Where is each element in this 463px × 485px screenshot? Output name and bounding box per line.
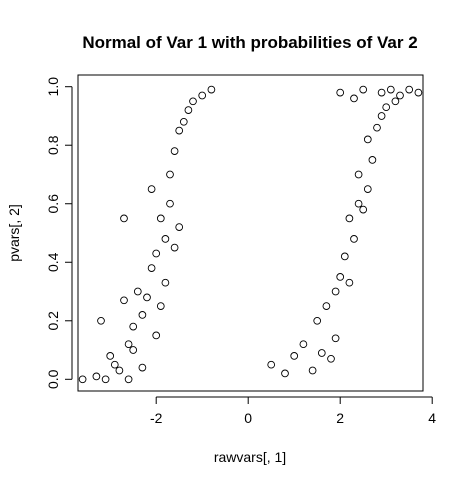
x-tick-label: 2: [336, 410, 344, 426]
scatter-point: [92, 372, 101, 381]
scatter-point: [124, 375, 133, 384]
y-axis: 0.0 0.2 0.4 0.6 0.8 1.0: [45, 77, 73, 389]
scatter-point: [336, 88, 345, 97]
scatter-point: [391, 97, 400, 106]
scatter-point: [156, 214, 165, 223]
scatter-point: [207, 85, 216, 94]
y-tick-label: 0.8: [45, 135, 61, 155]
plot-frame: [77, 74, 424, 392]
scatter-point: [161, 235, 170, 243]
scatter-point: [290, 352, 299, 360]
y-tick-label: 0.6: [45, 194, 61, 214]
scatter-point: [368, 156, 377, 164]
scatter-point: [359, 85, 368, 94]
x-tick-label: -2: [150, 410, 163, 426]
y-tick-label: 0.4: [45, 252, 61, 272]
scatter-point: [115, 366, 124, 375]
scatter-point: [317, 349, 326, 357]
scatter-point: [156, 302, 165, 310]
scatter-point: [377, 112, 386, 120]
scatter-point: [198, 91, 207, 100]
scatter-point: [405, 85, 414, 94]
chart-title: Normal of Var 1 with probabilities of Va…: [82, 33, 417, 52]
scatter-point: [120, 296, 128, 305]
x-axis: -2 0 2 4: [150, 396, 436, 426]
scatter-point: [331, 334, 340, 343]
scatter-point: [152, 249, 161, 258]
scatter-point: [175, 126, 184, 135]
scatter-point: [170, 243, 179, 252]
scatter-point: [106, 352, 115, 360]
scatter-point: [345, 214, 354, 223]
scatter-point: [110, 360, 119, 369]
scatter-point: [382, 103, 391, 112]
scatter-point: [124, 340, 133, 349]
scatter-point: [396, 91, 404, 100]
scatter-point: [138, 311, 147, 319]
scatter-point: [322, 302, 331, 310]
scatter-point: [345, 278, 354, 287]
scatter-point: [143, 293, 151, 302]
scatter-point: [120, 214, 128, 223]
scatter-point: [414, 88, 423, 97]
scatter-point: [101, 375, 110, 384]
x-tick-label: 4: [428, 410, 436, 426]
data-points: [78, 85, 423, 384]
y-tick-label: 0.2: [45, 311, 61, 331]
scatter-point: [386, 85, 395, 94]
scatter-point: [359, 205, 368, 214]
scatter-point: [147, 185, 156, 193]
scatter-point: [331, 287, 340, 296]
scatter-point: [336, 273, 345, 281]
scatter-point: [152, 331, 161, 340]
scatter-point: [97, 316, 105, 325]
scatter-point: [133, 287, 142, 296]
scatter-point: [313, 316, 322, 325]
scatter-point: [179, 117, 188, 126]
y-axis-label: pvars[, 2]: [6, 204, 22, 262]
scatter-point: [129, 346, 138, 354]
x-tick-label: 0: [244, 410, 252, 426]
scatter-point: [184, 106, 193, 114]
scatter-point: [170, 147, 179, 155]
scatter-point: [166, 199, 174, 208]
scatter-point: [377, 88, 386, 97]
scatter-point: [299, 340, 308, 349]
scatter-point: [363, 135, 372, 144]
x-axis-label: rawvars[, 1]: [214, 449, 286, 465]
scatter-point: [350, 235, 358, 243]
scatter-point: [166, 170, 174, 179]
scatter-point: [354, 199, 363, 208]
scatter-point: [147, 264, 156, 272]
scatter-point: [161, 278, 170, 287]
y-tick-label: 1.0: [45, 77, 61, 97]
scatter-point: [175, 223, 184, 231]
scatter-point: [340, 252, 349, 261]
scatter-point: [308, 366, 317, 375]
scatter-point: [373, 123, 381, 132]
scatter-point: [354, 170, 363, 179]
scatter-point: [129, 322, 138, 331]
scatter-point: [267, 360, 276, 369]
scatter-point: [281, 369, 289, 378]
y-tick-label: 0.0: [45, 369, 61, 389]
scatter-point: [138, 363, 147, 372]
scatter-point: [350, 94, 358, 103]
scatter-point: [78, 375, 87, 384]
scatter-point: [363, 185, 372, 193]
scatter-point: [327, 354, 335, 363]
scatter-point: [189, 97, 197, 106]
